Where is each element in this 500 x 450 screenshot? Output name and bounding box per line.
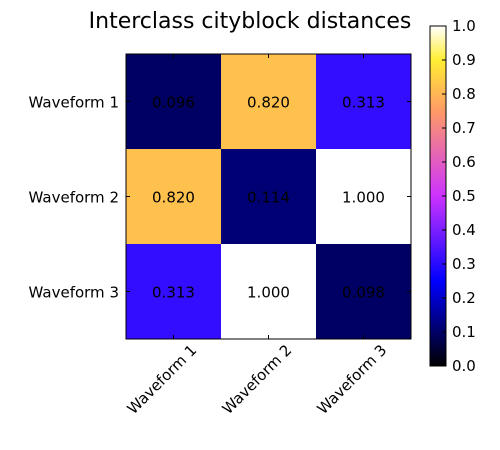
heatmap-cell [221, 244, 316, 339]
heatmap-cell [221, 149, 316, 244]
heatmap-cell-labels: 0.096 0.820 0.313 0.820 0.114 1.000 0.313 1.000… [152, 94, 385, 302]
colorbar-tick-label: 0.5 [452, 187, 476, 205]
colorbar-ticks: 0.0 0.1 0.2 0.3 0.4 0.5 0.6 0.7 0.8 0.9 1.0 [442, 17, 476, 375]
heatmap-cells [126, 54, 411, 339]
column-label: Waveform 2 [219, 341, 296, 418]
colorbar-tick-label: 0.8 [452, 85, 476, 103]
chart-title: Interclass cityblock distances [89, 9, 412, 34]
cell-value-label: 0.114 [247, 189, 290, 207]
heatmap-cell [221, 54, 316, 149]
colorbar-tick-label: 0.6 [452, 153, 476, 171]
row-labels: Waveform 1 Waveform 2 Waveform 3 [29, 94, 119, 302]
cell-value-label: 0.313 [152, 284, 195, 302]
colorbar-tick-label: 0.0 [452, 357, 476, 375]
cell-value-label: 0.098 [342, 284, 385, 302]
colorbar-tick-label: 0.1 [452, 323, 476, 341]
colorbar-tick-label: 0.2 [452, 289, 476, 307]
column-label: Waveform 1 [124, 341, 201, 418]
cell-value-label: 1.000 [247, 284, 290, 302]
heatmap-cell [316, 54, 411, 149]
cell-value-label: 0.820 [152, 189, 195, 207]
colorbar-tick-label: 0.3 [452, 255, 476, 273]
heatmap-cell [316, 149, 411, 244]
row-label: Waveform 3 [29, 284, 119, 302]
row-label: Waveform 2 [29, 189, 119, 207]
heatmap-cell [316, 244, 411, 339]
column-labels: Waveform 1 Waveform 2 Waveform 3 [124, 341, 391, 418]
cell-value-label: 0.313 [342, 94, 385, 112]
colorbar-tick-label: 0.7 [452, 119, 476, 137]
colorbar-tick-label: 0.4 [452, 221, 476, 239]
colorbar-tick-label: 0.9 [452, 51, 476, 69]
axis-ticks [126, 54, 411, 339]
cell-value-label: 1.000 [342, 189, 385, 207]
colorbar-tick-label: 1.0 [452, 17, 476, 35]
cell-value-label: 0.820 [247, 94, 290, 112]
heatmap-cell [126, 54, 221, 149]
row-label: Waveform 1 [29, 94, 119, 112]
cell-value-label: 0.096 [152, 94, 195, 112]
heatmap-cell [126, 244, 221, 339]
column-label: Waveform 3 [314, 341, 391, 418]
heatmap-cell [126, 149, 221, 244]
